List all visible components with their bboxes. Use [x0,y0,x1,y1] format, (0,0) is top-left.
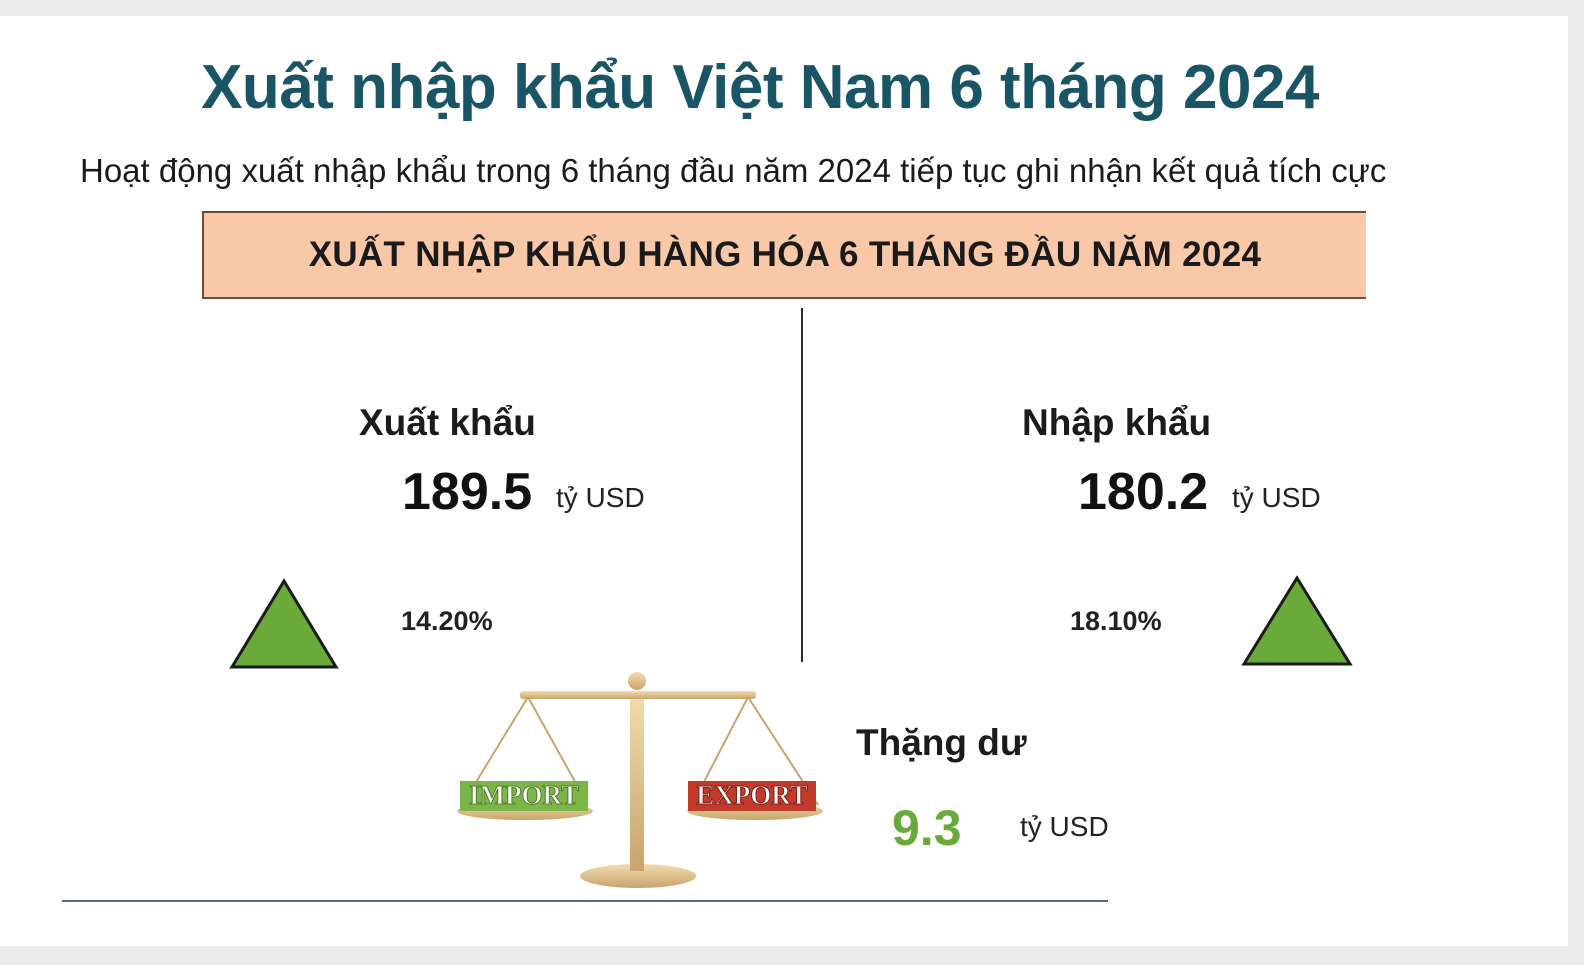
surplus-unit: tỷ USD [1020,811,1109,842]
page-subtitle: Hoạt động xuất nhập khẩu trong 6 tháng đ… [80,152,1387,189]
import-label: Nhập khẩu [1022,402,1212,443]
surplus-value: 9.3 [892,800,962,856]
slide: Xuất nhập khẩu Việt Nam 6 tháng 2024 Hoạ… [0,16,1568,946]
surplus-label: Thặng dư [856,722,1027,763]
banner-text: XUẤT NHẬP KHẨU HÀNG HÓA 6 THÁNG ĐẦU NĂM … [308,235,1262,274]
page-title: Xuất nhập khẩu Việt Nam 6 tháng 2024 [201,53,1319,122]
import-growth: 18.10% [1070,606,1162,636]
export-label: Xuất khẩu [359,402,536,443]
export-up-arrow-icon [229,578,339,669]
vertical-divider [801,308,803,662]
export-block-text: EXPORT [696,780,808,810]
import-block-text: IMPORT [469,780,579,810]
export-unit: tỷ USD [556,482,645,513]
export-growth: 14.20% [401,606,493,636]
section-banner: XUẤT NHẬP KHẨU HÀNG HÓA 6 THÁNG ĐẦU NĂM … [202,211,1366,299]
export-value: 189.5 [402,463,533,521]
import-value: 180.2 [1078,463,1209,521]
bottom-divider [62,900,1108,902]
balance-scale-icon: IMPORT EXPORT [457,672,823,888]
import-up-arrow-icon [1241,575,1353,666]
import-unit: tỷ USD [1232,482,1321,513]
